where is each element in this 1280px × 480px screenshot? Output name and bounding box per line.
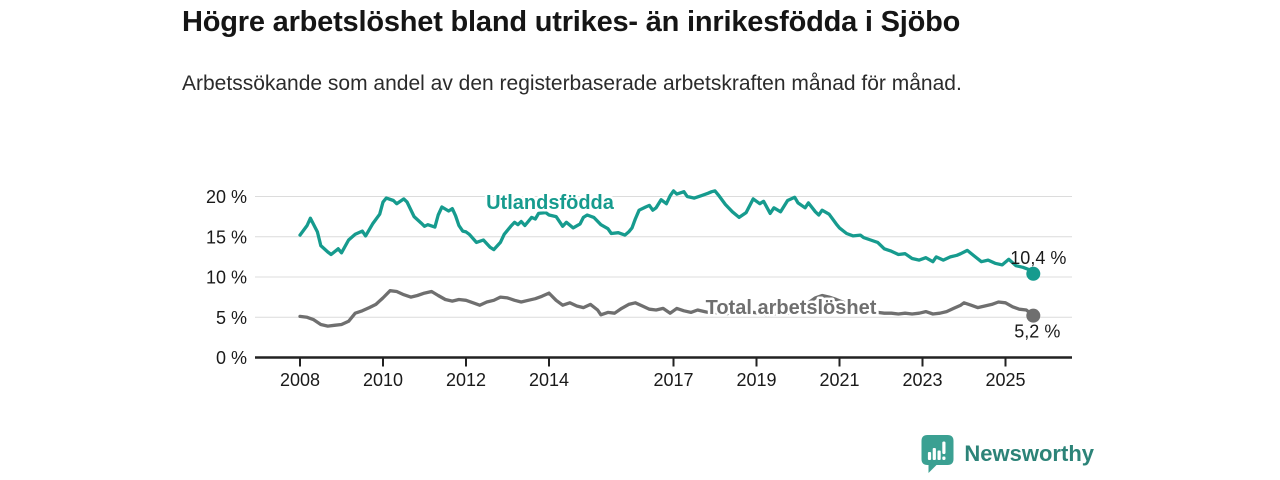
chart-subtitle: Arbetssökande som andel av den registerb…: [182, 72, 962, 95]
x-axis-tick-label: 2021: [819, 370, 859, 390]
x-axis-tick-label: 2025: [985, 370, 1025, 390]
y-axis-tick-label: 20 %: [206, 187, 247, 207]
series-line-utlandsfodda: [298, 189, 1035, 276]
y-axis-tick-label: 10 %: [206, 268, 247, 288]
series-end-dot: [1026, 266, 1041, 281]
newsworthy-logo[interactable]: Newsworthy: [921, 434, 1094, 474]
x-axis-tick-label: 2012: [446, 370, 486, 390]
newsworthy-icon: [921, 435, 954, 473]
series-line-total: [298, 289, 1035, 328]
page-title: Högre arbetslöshet bland utrikes- än inr…: [182, 6, 961, 38]
series-end-value-label: 5,2 %: [1014, 322, 1060, 342]
x-axis-tick-label: 2017: [653, 370, 693, 390]
x-axis-tick-label: 2008: [280, 370, 320, 390]
x-axis-tick-label: 2014: [529, 370, 569, 390]
series-end-dot: [1026, 308, 1041, 323]
x-axis-tick-label: 2023: [902, 370, 942, 390]
series-label-utlandsfodda: Utlandsfödda: [486, 192, 615, 214]
x-axis-tick-label: 2010: [363, 370, 403, 390]
y-axis-tick-label: 0 %: [216, 348, 247, 368]
y-axis-tick-label: 5 %: [216, 308, 247, 328]
y-axis-tick-label: 15 %: [206, 227, 247, 247]
series-end-value-label: 10,4 %: [1010, 248, 1066, 268]
newsworthy-brand-text: Newsworthy: [964, 441, 1094, 466]
x-axis-tick-label: 2019: [736, 370, 776, 390]
series-label-total: Total arbetslöshet: [706, 297, 877, 319]
